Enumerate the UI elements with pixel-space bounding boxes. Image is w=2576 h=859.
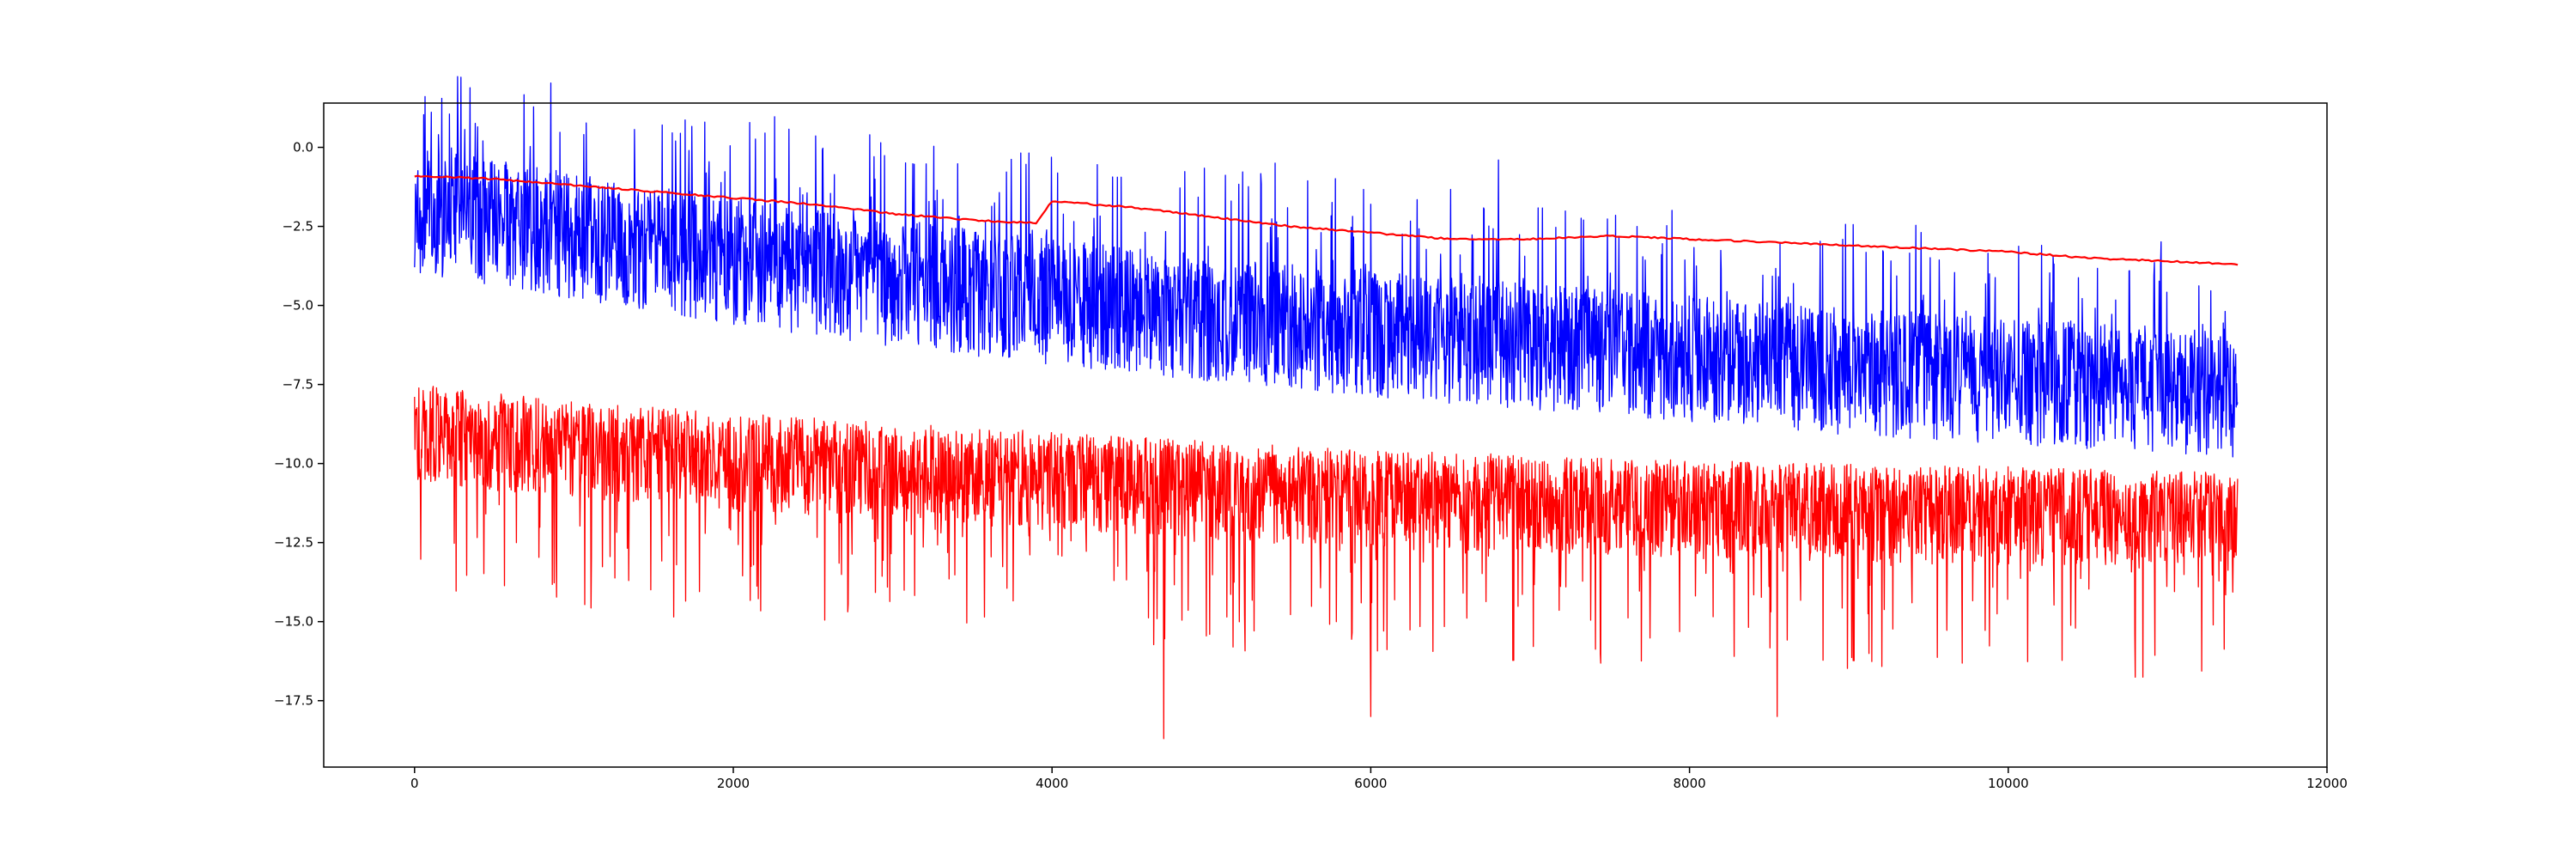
y-tick-label: −17.5 bbox=[274, 693, 313, 709]
x-tick-label: 12000 bbox=[2306, 776, 2348, 791]
y-tick-label: −5.0 bbox=[283, 298, 313, 314]
series-line-0 bbox=[414, 76, 2239, 458]
x-tick-label: 8000 bbox=[1674, 776, 1706, 791]
series-line-2 bbox=[414, 174, 2239, 266]
y-tick-label: −10.0 bbox=[274, 456, 313, 472]
series-line-1 bbox=[414, 386, 2239, 740]
x-axis: 0 2000 4000 6000 8000 10000 12000 bbox=[410, 767, 2348, 791]
y-tick-label: −15.0 bbox=[274, 614, 313, 630]
x-tick-label: 6000 bbox=[1354, 776, 1387, 791]
y-tick-label: −12.5 bbox=[274, 535, 313, 551]
y-axis: 0.0 −2.5 −5.0 −7.5 −10.0 −12.5 −15.0 −17.5 bbox=[274, 140, 324, 709]
x-tick-label: 2000 bbox=[717, 776, 750, 791]
y-tick-label: 0.0 bbox=[293, 140, 313, 155]
y-tick-label: −2.5 bbox=[283, 219, 313, 235]
axes-frame bbox=[323, 102, 2328, 768]
x-tick-label: 0 bbox=[410, 776, 419, 791]
x-tick-label: 4000 bbox=[1036, 776, 1068, 791]
y-tick-label: −7.5 bbox=[283, 377, 313, 393]
series-layer bbox=[414, 76, 2239, 740]
x-tick-label: 10000 bbox=[1988, 776, 2029, 791]
